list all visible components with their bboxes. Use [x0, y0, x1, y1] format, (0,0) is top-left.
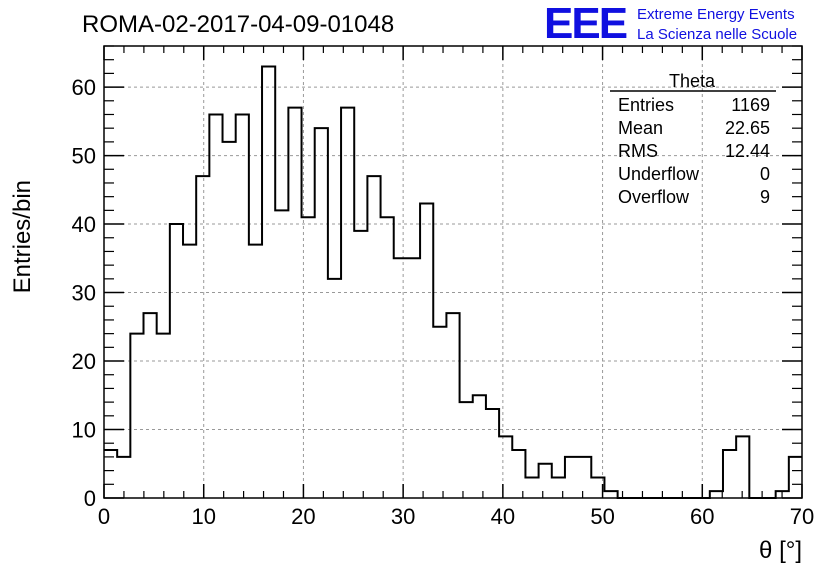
histogram-bin: [275, 210, 288, 498]
stats-value: 1169: [731, 95, 770, 115]
histogram-bin: [341, 108, 354, 498]
plot-frame: [103, 45, 803, 499]
histogram-bin: [236, 114, 249, 498]
histogram-bin: [144, 313, 157, 498]
histogram-bin: [367, 176, 380, 498]
eee-logo: EEE Extreme Energy Events La Scienza nel…: [544, 0, 797, 48]
stats-label: Mean: [618, 118, 663, 138]
stats-label: Overflow: [618, 187, 690, 207]
histogram-bin: [420, 204, 433, 498]
histogram-bin: [525, 477, 538, 498]
stats-label: Underflow: [618, 164, 700, 184]
histogram-bin: [262, 67, 275, 498]
histogram-bin: [196, 176, 209, 498]
x-tick-label: 40: [491, 504, 515, 529]
grid-lines: [104, 46, 802, 498]
y-tick-label: 0: [84, 486, 96, 511]
x-tick-label: 70: [790, 504, 814, 529]
logo-line1: Extreme Energy Events: [637, 6, 795, 23]
y-tick-label: 40: [72, 212, 96, 237]
histogram-bin: [499, 436, 512, 498]
histogram-bin: [736, 436, 749, 498]
histogram-bin: [552, 477, 565, 498]
stats-value: 0: [760, 164, 770, 184]
y-tick-label: 60: [72, 75, 96, 100]
histogram-bin: [117, 457, 130, 498]
y-tick-label: 10: [72, 418, 96, 443]
y-tick-label: 30: [72, 281, 96, 306]
histogram-bin: [223, 142, 236, 498]
histogram-bin: [394, 258, 407, 498]
histogram-bin: [249, 245, 262, 498]
x-tick-label: 10: [191, 504, 215, 529]
y-axis-label: Entries/bin: [9, 180, 36, 293]
x-tick-label: 60: [690, 504, 714, 529]
histogram-bin: [710, 491, 723, 498]
histogram-bin: [354, 231, 367, 498]
histogram-bin: [604, 491, 617, 498]
histogram-bin: [789, 457, 802, 498]
logo-line2: La Scienza nelle Scuole: [637, 26, 797, 43]
histogram-bin: [539, 464, 552, 498]
histogram-bin: [315, 128, 328, 498]
histogram-bin: [209, 114, 222, 498]
chart-title: ROMA-02-2017-04-09-01048: [82, 11, 394, 38]
histogram-bin: [183, 245, 196, 498]
stats-title: Theta: [669, 71, 716, 91]
histogram-bin: [302, 217, 315, 498]
histogram-bin: [723, 450, 736, 498]
stats-label: Entries: [618, 95, 674, 115]
x-tick-labels: 0 10 20 30 40 50 60 70: [98, 504, 814, 529]
histogram-bin: [473, 395, 486, 498]
y-tick-labels: 0 10 20 30 40 50 60: [72, 75, 96, 511]
stats-value: 12.44: [725, 141, 770, 161]
histogram-bin: [578, 457, 591, 498]
histogram-bin: [776, 491, 789, 498]
histogram-bin: [460, 402, 473, 498]
histogram-bin: [512, 450, 525, 498]
y-tick-label: 20: [72, 349, 96, 374]
histogram-bin: [170, 224, 183, 498]
histogram-bin: [446, 313, 459, 498]
histogram-bin: [328, 279, 341, 498]
x-axis-label: θ [°]: [759, 537, 802, 564]
stats-label: RMS: [618, 141, 658, 161]
histogram-bin: [591, 477, 604, 498]
histogram-bin: [486, 409, 499, 498]
x-tick-label: 20: [291, 504, 315, 529]
y-tick-label: 50: [72, 144, 96, 169]
stats-value: 9: [760, 187, 770, 207]
axis-ticks: [103, 45, 803, 499]
histogram-bin: [288, 108, 301, 498]
histogram-bin: [381, 217, 394, 498]
logo-mark: EEE: [544, 0, 627, 48]
histogram-bin: [104, 450, 117, 498]
histogram-bin: [407, 258, 420, 498]
histogram-bin: [565, 457, 578, 498]
histogram-bin: [157, 334, 170, 498]
histogram-bin: [130, 334, 143, 498]
x-tick-label: 50: [590, 504, 614, 529]
stats-value: 22.65: [725, 118, 770, 138]
histogram-bin: [433, 327, 446, 498]
x-tick-label: 30: [391, 504, 415, 529]
stats-box: Theta Entries 1169 Mean 22.65 RMS 12.44 Underf…: [610, 71, 776, 207]
x-tick-label: 0: [98, 504, 110, 529]
